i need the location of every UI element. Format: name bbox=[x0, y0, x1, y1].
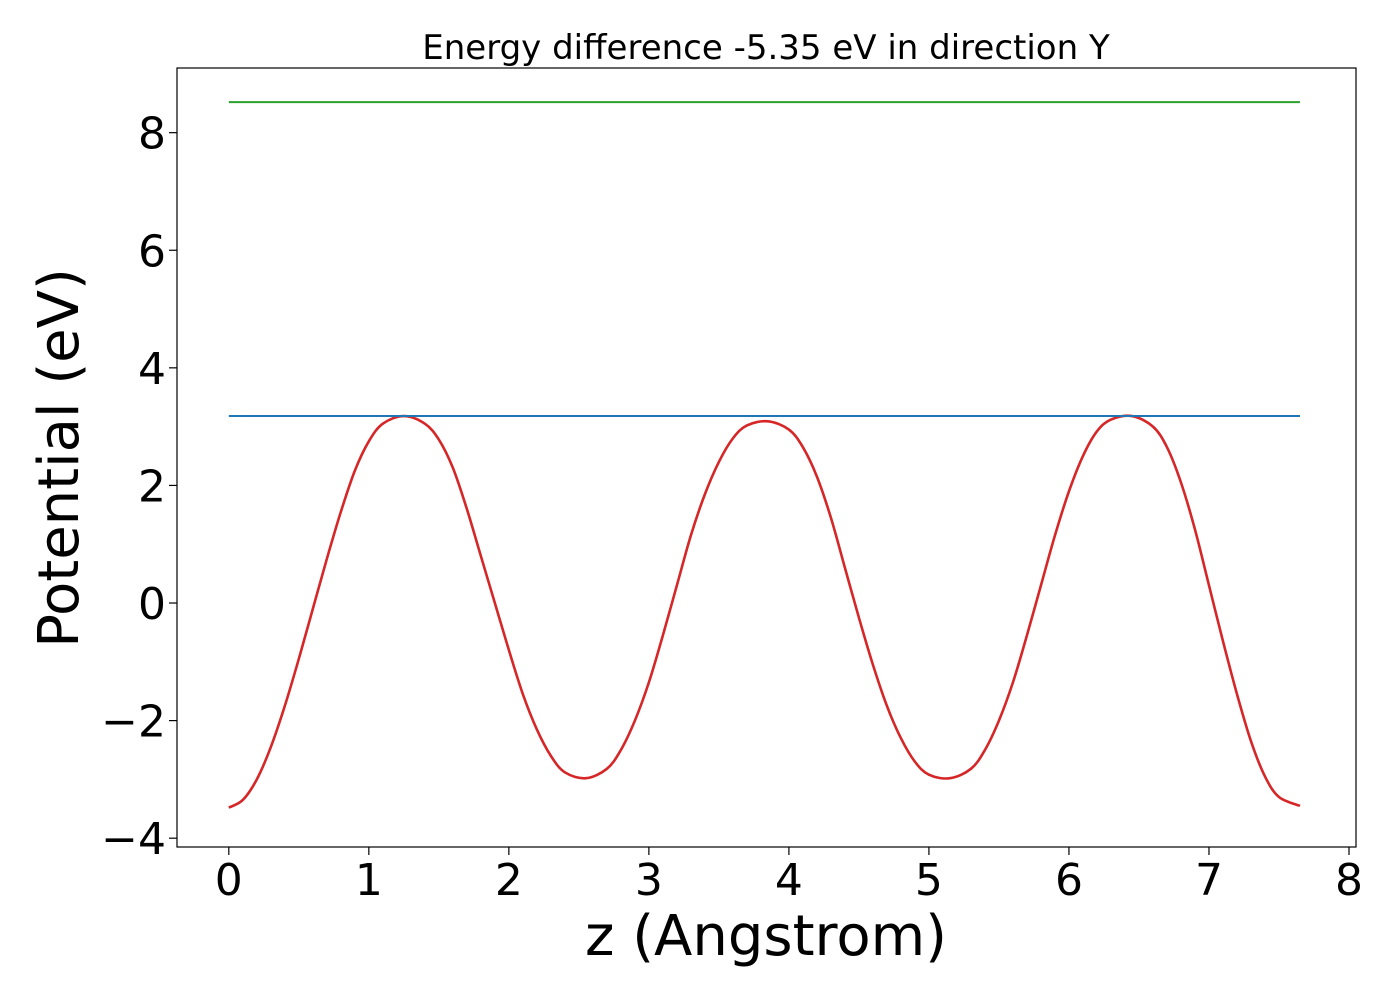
x-tick-label: 8 bbox=[1335, 855, 1363, 906]
y-axis-ticks: −4 −2 0 2 4 6 8 bbox=[101, 109, 177, 865]
y-tick-label: 8 bbox=[138, 109, 166, 160]
x-tick-label: 1 bbox=[355, 855, 383, 906]
x-tick-label: 2 bbox=[495, 855, 523, 906]
x-tick-label: 0 bbox=[215, 855, 243, 906]
y-tick-label: −2 bbox=[101, 697, 166, 748]
x-tick-label: 6 bbox=[1055, 855, 1083, 906]
x-tick-label: 7 bbox=[1195, 855, 1223, 906]
x-tick-label: 5 bbox=[915, 855, 943, 906]
x-axis-label: z (Angstrom) bbox=[585, 904, 947, 969]
y-axis-label: Potential (eV) bbox=[27, 268, 92, 648]
series-layer bbox=[228, 101, 1301, 809]
chart-title: Energy difference -5.35 eV in direction … bbox=[422, 28, 1110, 68]
x-tick-label: 4 bbox=[775, 855, 803, 906]
y-tick-label: −4 bbox=[101, 814, 166, 865]
x-axis-ticks: 0 1 2 3 4 5 6 7 8 bbox=[215, 847, 1363, 906]
y-tick-label: 4 bbox=[138, 344, 166, 395]
series-line-1 bbox=[228, 414, 1301, 809]
plot-area-frame bbox=[176, 67, 1357, 848]
y-tick-label: 2 bbox=[138, 461, 166, 512]
x-tick-label: 3 bbox=[635, 855, 663, 906]
y-tick-label: 0 bbox=[138, 579, 166, 630]
y-tick-label: 6 bbox=[138, 226, 166, 277]
